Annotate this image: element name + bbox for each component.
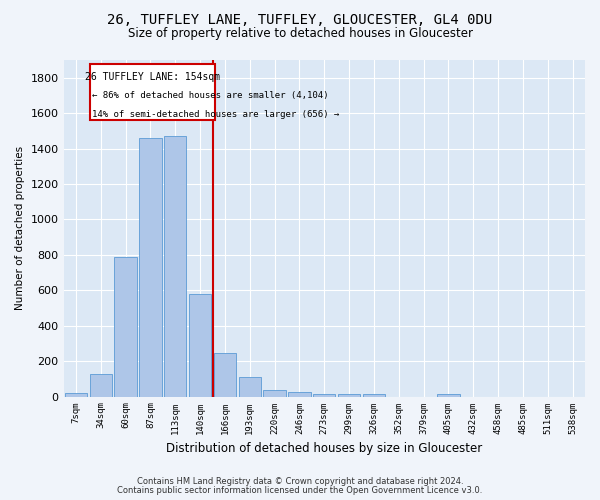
Bar xyxy=(437,394,460,396)
Bar xyxy=(239,377,261,396)
Bar xyxy=(164,136,187,396)
Bar xyxy=(263,390,286,396)
Bar xyxy=(189,294,211,396)
Text: Size of property relative to detached houses in Gloucester: Size of property relative to detached ho… xyxy=(128,28,473,40)
FancyBboxPatch shape xyxy=(89,64,215,120)
Bar xyxy=(115,256,137,396)
Text: Contains HM Land Registry data © Crown copyright and database right 2024.: Contains HM Land Registry data © Crown c… xyxy=(137,478,463,486)
X-axis label: Distribution of detached houses by size in Gloucester: Distribution of detached houses by size … xyxy=(166,442,482,455)
Text: Contains public sector information licensed under the Open Government Licence v3: Contains public sector information licen… xyxy=(118,486,482,495)
Bar xyxy=(214,353,236,397)
Bar xyxy=(139,138,161,396)
Bar xyxy=(313,394,335,396)
Bar xyxy=(363,394,385,396)
Text: 14% of semi-detached houses are larger (656) →: 14% of semi-detached houses are larger (… xyxy=(92,110,340,120)
Text: ← 86% of detached houses are smaller (4,104): ← 86% of detached houses are smaller (4,… xyxy=(92,91,329,100)
Bar xyxy=(288,392,311,396)
Text: 26, TUFFLEY LANE, TUFFLEY, GLOUCESTER, GL4 0DU: 26, TUFFLEY LANE, TUFFLEY, GLOUCESTER, G… xyxy=(107,12,493,26)
Text: 26 TUFFLEY LANE: 154sqm: 26 TUFFLEY LANE: 154sqm xyxy=(85,72,220,82)
Bar xyxy=(65,393,87,396)
Y-axis label: Number of detached properties: Number of detached properties xyxy=(15,146,25,310)
Bar xyxy=(89,374,112,396)
Bar xyxy=(338,394,360,396)
